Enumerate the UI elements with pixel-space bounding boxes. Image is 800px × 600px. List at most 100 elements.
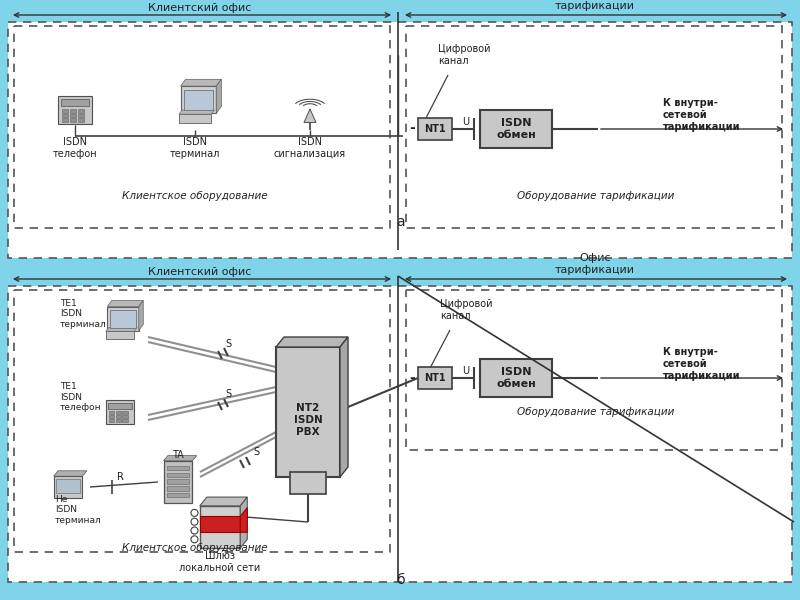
- Bar: [106, 400, 134, 424]
- Bar: [480, 359, 552, 397]
- Bar: [106, 331, 134, 339]
- Text: TE1
ISDN
телефон: TE1 ISDN телефон: [60, 382, 102, 412]
- Text: TA: TA: [172, 450, 184, 460]
- Bar: [58, 95, 92, 124]
- Bar: [62, 109, 68, 113]
- Text: -: -: [409, 371, 415, 385]
- Bar: [184, 89, 213, 110]
- Text: Клиентское оборудование: Клиентское оборудование: [122, 191, 268, 201]
- Bar: [14, 26, 390, 228]
- Bar: [115, 411, 121, 414]
- Polygon shape: [340, 337, 348, 477]
- Text: Клиентский офис: Клиентский офис: [148, 3, 252, 13]
- Polygon shape: [107, 301, 143, 307]
- Text: К внутри-
сетевой
тарификации: К внутри- сетевой тарификации: [663, 347, 741, 380]
- Bar: [78, 118, 84, 122]
- Bar: [14, 290, 390, 552]
- Text: S: S: [225, 339, 231, 349]
- Text: Клиентский офис: Клиентский офис: [148, 267, 252, 277]
- Text: Цифровой
канал: Цифровой канал: [440, 299, 493, 321]
- Bar: [70, 109, 76, 113]
- Bar: [62, 113, 68, 117]
- Text: Не
ISDN
терминал: Не ISDN терминал: [55, 495, 102, 525]
- Bar: [167, 473, 189, 477]
- Circle shape: [191, 509, 198, 517]
- Bar: [406, 290, 782, 450]
- Polygon shape: [54, 471, 87, 476]
- Bar: [122, 415, 127, 418]
- Bar: [181, 86, 216, 113]
- Text: ISDN
сигнализация: ISDN сигнализация: [274, 137, 346, 159]
- Polygon shape: [240, 497, 247, 548]
- Polygon shape: [200, 497, 247, 506]
- Bar: [167, 466, 189, 470]
- Text: NT2
ISDN
PBX: NT2 ISDN PBX: [294, 403, 322, 437]
- Bar: [480, 110, 552, 148]
- Polygon shape: [304, 109, 316, 122]
- Polygon shape: [179, 110, 214, 114]
- Text: R: R: [117, 472, 123, 482]
- Bar: [115, 415, 121, 418]
- Bar: [54, 476, 82, 498]
- Bar: [70, 118, 76, 122]
- Polygon shape: [216, 79, 222, 113]
- Bar: [406, 26, 782, 228]
- Bar: [78, 109, 84, 113]
- Bar: [109, 415, 114, 418]
- Text: Цифровой
канал: Цифровой канал: [438, 44, 490, 66]
- Bar: [418, 118, 452, 140]
- Text: S: S: [253, 447, 259, 457]
- Text: NT1: NT1: [424, 373, 446, 383]
- Polygon shape: [163, 455, 197, 461]
- Text: -: -: [409, 121, 415, 135]
- Polygon shape: [240, 508, 247, 532]
- Bar: [108, 403, 132, 409]
- Circle shape: [191, 518, 198, 525]
- Text: б: б: [396, 573, 404, 587]
- Text: Шлюз
локальной сети: Шлюз локальной сети: [179, 551, 261, 573]
- Circle shape: [191, 527, 198, 534]
- Text: TE1
ISDN
терминал: TE1 ISDN терминал: [60, 299, 106, 329]
- Bar: [62, 118, 68, 122]
- Bar: [56, 479, 80, 493]
- Bar: [163, 461, 193, 503]
- Text: ISDN
телефон: ISDN телефон: [53, 137, 98, 159]
- Text: Клиентское оборудование: Клиентское оборудование: [122, 543, 268, 553]
- Text: NT1: NT1: [424, 124, 446, 134]
- Bar: [167, 486, 189, 491]
- Text: U: U: [462, 366, 470, 376]
- Bar: [200, 506, 240, 548]
- Bar: [167, 479, 189, 484]
- Text: Офис
тарификации: Офис тарификации: [555, 0, 635, 11]
- Text: К внутри-
сетевой
тарификации: К внутри- сетевой тарификации: [663, 98, 741, 131]
- Bar: [70, 113, 76, 117]
- Text: Оборудование тарификации: Оборудование тарификации: [518, 191, 674, 201]
- Text: S: S: [225, 389, 231, 399]
- Polygon shape: [181, 79, 222, 86]
- Bar: [107, 307, 138, 331]
- Bar: [167, 493, 189, 497]
- Polygon shape: [106, 328, 138, 331]
- Bar: [276, 347, 340, 477]
- Bar: [115, 419, 121, 422]
- Bar: [78, 113, 84, 117]
- Circle shape: [191, 536, 198, 543]
- Bar: [109, 419, 114, 422]
- Text: U: U: [462, 117, 470, 127]
- Bar: [179, 114, 211, 122]
- Bar: [61, 99, 90, 106]
- Text: ISDN
обмен: ISDN обмен: [496, 367, 536, 389]
- Bar: [122, 411, 127, 414]
- Text: Оборудование тарификации: Оборудование тарификации: [518, 407, 674, 417]
- Text: ISDN
терминал: ISDN терминал: [170, 137, 220, 159]
- Polygon shape: [276, 337, 348, 347]
- Bar: [110, 310, 136, 328]
- Bar: [200, 517, 240, 532]
- Bar: [109, 411, 114, 414]
- Bar: [8, 22, 792, 258]
- Bar: [122, 419, 127, 422]
- Text: а: а: [396, 215, 404, 229]
- Text: ISDN
обмен: ISDN обмен: [496, 118, 536, 140]
- Bar: [290, 472, 326, 494]
- Bar: [418, 367, 452, 389]
